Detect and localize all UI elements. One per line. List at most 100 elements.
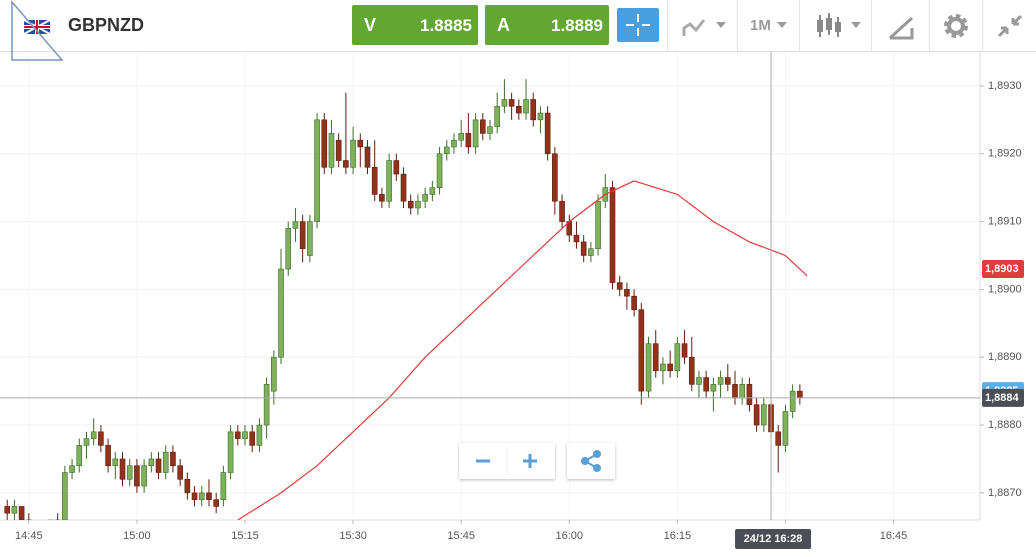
candle-body: [516, 105, 522, 114]
candle-body: [90, 431, 97, 439]
y-tick-label: 1,8920: [988, 148, 1022, 160]
candle-body: [479, 119, 486, 134]
candle-body: [371, 167, 378, 195]
x-tick-label: 16:00: [555, 530, 583, 542]
candle-body: [638, 309, 645, 392]
candle-body: [170, 451, 176, 467]
y-tick-label: 1,8900: [988, 283, 1022, 295]
candle-body: [299, 221, 306, 249]
chart-type-icon: [682, 19, 726, 36]
candle-body: [559, 200, 565, 222]
crosshair-time-box: [735, 529, 812, 549]
candle-button[interactable]: [799, 0, 872, 51]
candle-body: [537, 112, 544, 121]
candle-body: [508, 99, 515, 107]
draw-icon: [888, 16, 914, 40]
y-tick-label: 1,8890: [988, 351, 1022, 363]
candle-body: [451, 139, 457, 148]
zoom-icons: [476, 447, 537, 475]
candle-body: [746, 384, 753, 405]
candle-body: [429, 187, 436, 195]
candle-body: [789, 390, 796, 412]
candle-body: [552, 153, 558, 202]
crosshair-button[interactable]: [617, 8, 659, 42]
candle-body: [328, 133, 335, 168]
candle-body: [732, 384, 738, 399]
settings-button[interactable]: [929, 0, 983, 51]
candle-body: [761, 404, 767, 426]
candle-body: [753, 404, 760, 426]
chart-type-button[interactable]: [667, 0, 738, 51]
candle-body: [530, 99, 537, 121]
candle-body: [191, 492, 198, 500]
candle-body: [4, 506, 11, 514]
candle-body: [357, 139, 364, 148]
candle-body: [83, 438, 90, 446]
ma-price-label-box: [982, 260, 1024, 279]
candle-body: [667, 363, 673, 372]
candle-body: [472, 119, 479, 148]
candle-body: [422, 194, 428, 202]
draw-button[interactable]: [871, 0, 930, 51]
candle-body: [134, 465, 140, 487]
candle-body: [314, 119, 320, 222]
candle-body: [631, 295, 637, 311]
candle-body: [487, 126, 493, 134]
candle-body: [400, 173, 407, 202]
candle-body: [98, 431, 104, 446]
zoom-controls: [459, 443, 555, 479]
candle-body: [249, 431, 256, 446]
candle-body: [775, 431, 782, 446]
candle-body: [696, 377, 702, 385]
candle-body: [292, 221, 299, 229]
candle-body: [386, 160, 392, 202]
candle-body: [660, 363, 666, 372]
candle-body: [624, 289, 630, 297]
candle-body: [69, 465, 75, 473]
candle-body: [688, 356, 695, 385]
dropdown-icon: [777, 22, 787, 28]
x-tick-label: 15:00: [123, 530, 151, 542]
candle-body: [198, 492, 205, 500]
timeframe-button[interactable]: 1M: [737, 0, 800, 51]
sell-price: 1.8885: [420, 16, 472, 35]
collapse-button[interactable]: [982, 0, 1036, 51]
sell-button[interactable]: V 1.8885: [352, 5, 478, 45]
candle-body: [717, 377, 724, 385]
candle-body: [580, 241, 587, 256]
candle-body: [364, 146, 371, 168]
candle-body: [393, 160, 400, 175]
buy-button[interactable]: A 1.8889: [485, 5, 609, 45]
crosshair-price-box: [982, 388, 1024, 407]
candle-body: [227, 431, 234, 473]
candle-body: [703, 377, 709, 392]
candle-body: [674, 343, 681, 372]
candle-body: [220, 472, 227, 500]
candle-body: [458, 133, 464, 141]
plot: [4, 79, 808, 520]
candle-body: [285, 228, 292, 270]
candle-body: [797, 390, 803, 399]
share-button[interactable]: [567, 443, 615, 479]
candle-body: [724, 377, 731, 385]
x-tick-label: 15:15: [231, 530, 259, 542]
candle-body: [47, 519, 54, 520]
candle-body: [11, 506, 18, 514]
candle-body: [206, 492, 212, 500]
candle-body: [271, 356, 277, 392]
x-tick-label: 14:45: [15, 530, 43, 542]
candle-icon: [817, 13, 861, 37]
candle-body: [616, 282, 623, 290]
candle-body: [234, 431, 241, 439]
candle-body: [595, 200, 601, 249]
candle-body: [782, 411, 789, 446]
crosshair-price-label: 1,8884: [985, 392, 1020, 404]
candle-body: [263, 384, 270, 426]
candle-body: [278, 268, 284, 358]
candle-body: [141, 465, 147, 487]
candle-body: [710, 384, 717, 392]
candle-body: [407, 200, 414, 209]
share-icon: [581, 450, 601, 472]
settings-icon: [944, 14, 968, 38]
